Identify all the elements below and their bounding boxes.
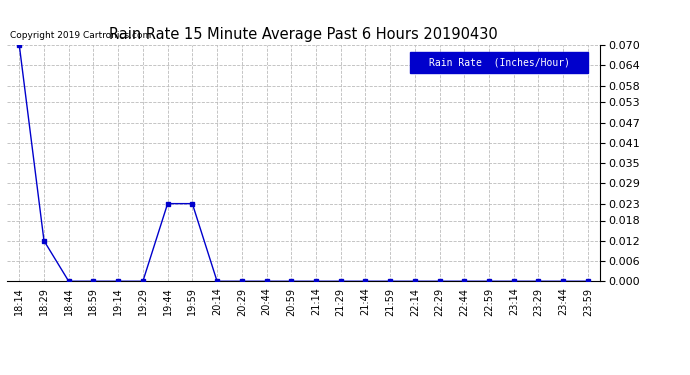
- FancyBboxPatch shape: [411, 52, 589, 74]
- Text: Copyright 2019 Cartronics.com: Copyright 2019 Cartronics.com: [10, 31, 151, 40]
- Title: Rain Rate 15 Minute Average Past 6 Hours 20190430: Rain Rate 15 Minute Average Past 6 Hours…: [109, 27, 498, 42]
- Text: Rain Rate  (Inches/Hour): Rain Rate (Inches/Hour): [429, 58, 570, 68]
